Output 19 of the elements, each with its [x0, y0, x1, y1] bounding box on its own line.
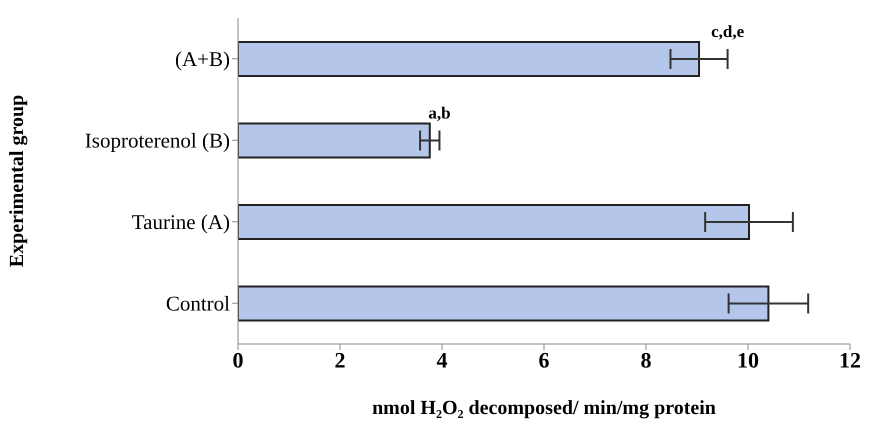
- y-tick-label: Control: [166, 292, 230, 316]
- x-tick-label: 2: [334, 348, 346, 373]
- bar: [238, 286, 770, 322]
- x-tick-label: 10: [737, 348, 759, 373]
- y-tick-label: Taurine (A): [132, 210, 230, 234]
- annotation: a,b: [428, 103, 451, 122]
- annotation: c,d,e: [711, 22, 745, 41]
- y-tick-label: (A+B): [174, 47, 230, 72]
- bar: [238, 41, 700, 77]
- bar: [238, 122, 431, 158]
- x-tick-label: 0: [232, 348, 244, 373]
- x-tick-label: 6: [538, 348, 550, 373]
- x-tick-label: 12: [839, 348, 861, 373]
- y-tick-label: Isoproterenol (B): [84, 128, 230, 153]
- y-axis-title: Experimental group: [6, 94, 28, 268]
- x-tick-label: 8: [640, 348, 652, 373]
- bar: [238, 204, 750, 240]
- x-axis-title: nmol H₂O₂ decomposed/ min/mg protein: [372, 397, 716, 419]
- x-tick-label: 4: [436, 348, 448, 373]
